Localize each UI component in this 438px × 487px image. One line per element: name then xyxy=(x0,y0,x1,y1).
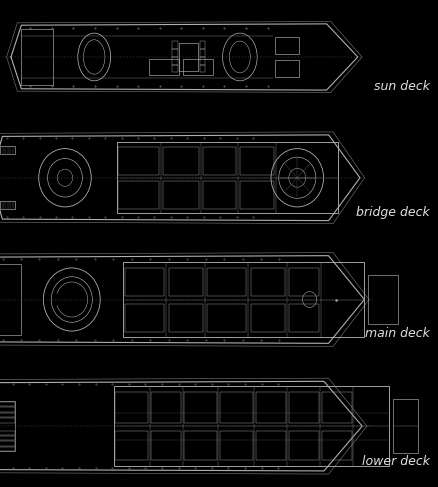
Bar xyxy=(0,407,14,412)
Bar xyxy=(0,412,14,417)
Bar xyxy=(172,49,177,57)
Bar xyxy=(219,392,252,423)
Bar xyxy=(250,267,284,296)
Bar xyxy=(0,201,15,209)
Text: sun deck: sun deck xyxy=(373,80,429,94)
Bar xyxy=(118,148,159,175)
Bar xyxy=(117,142,337,213)
Bar xyxy=(184,392,216,423)
Bar xyxy=(199,65,205,73)
Bar xyxy=(367,275,397,323)
Bar xyxy=(0,447,14,451)
Bar xyxy=(0,441,14,446)
Text: bridge deck: bridge deck xyxy=(356,206,429,219)
Bar xyxy=(21,29,53,85)
Bar xyxy=(115,431,148,460)
Bar xyxy=(255,392,285,423)
Bar xyxy=(321,431,351,460)
Bar xyxy=(183,59,212,75)
Bar xyxy=(0,402,14,407)
Bar xyxy=(202,181,236,208)
Bar xyxy=(0,431,14,435)
Text: lower deck: lower deck xyxy=(361,455,429,468)
Bar xyxy=(219,431,252,460)
Bar xyxy=(0,436,14,440)
Bar xyxy=(207,267,246,296)
Bar xyxy=(207,304,246,332)
Bar xyxy=(321,392,351,423)
Bar xyxy=(240,181,273,208)
Bar xyxy=(392,399,417,453)
Bar xyxy=(118,181,159,208)
Bar xyxy=(162,181,198,208)
Bar xyxy=(151,431,181,460)
Bar xyxy=(289,304,318,332)
Bar xyxy=(123,262,364,337)
Bar xyxy=(240,148,273,175)
Bar xyxy=(125,304,164,332)
Bar xyxy=(288,431,318,460)
Bar xyxy=(202,148,236,175)
Bar xyxy=(0,401,14,451)
Bar xyxy=(0,263,21,336)
Bar xyxy=(199,41,205,49)
Bar xyxy=(0,418,14,423)
Bar xyxy=(114,386,388,466)
Bar xyxy=(172,65,177,73)
Bar xyxy=(168,267,202,296)
Bar xyxy=(274,37,298,54)
Bar xyxy=(151,392,181,423)
Bar xyxy=(172,41,177,49)
Bar xyxy=(168,304,202,332)
Bar xyxy=(289,267,318,296)
Bar xyxy=(288,392,318,423)
Bar xyxy=(184,431,216,460)
Bar xyxy=(115,392,148,423)
Bar xyxy=(162,148,198,175)
Bar xyxy=(172,57,177,65)
Bar xyxy=(199,57,205,65)
Bar xyxy=(148,59,178,75)
Bar xyxy=(179,43,198,71)
Bar xyxy=(255,431,285,460)
Bar xyxy=(274,60,298,77)
Text: main deck: main deck xyxy=(364,327,429,340)
Bar xyxy=(199,49,205,57)
Bar xyxy=(125,267,164,296)
Bar xyxy=(0,147,15,154)
Bar xyxy=(250,304,284,332)
